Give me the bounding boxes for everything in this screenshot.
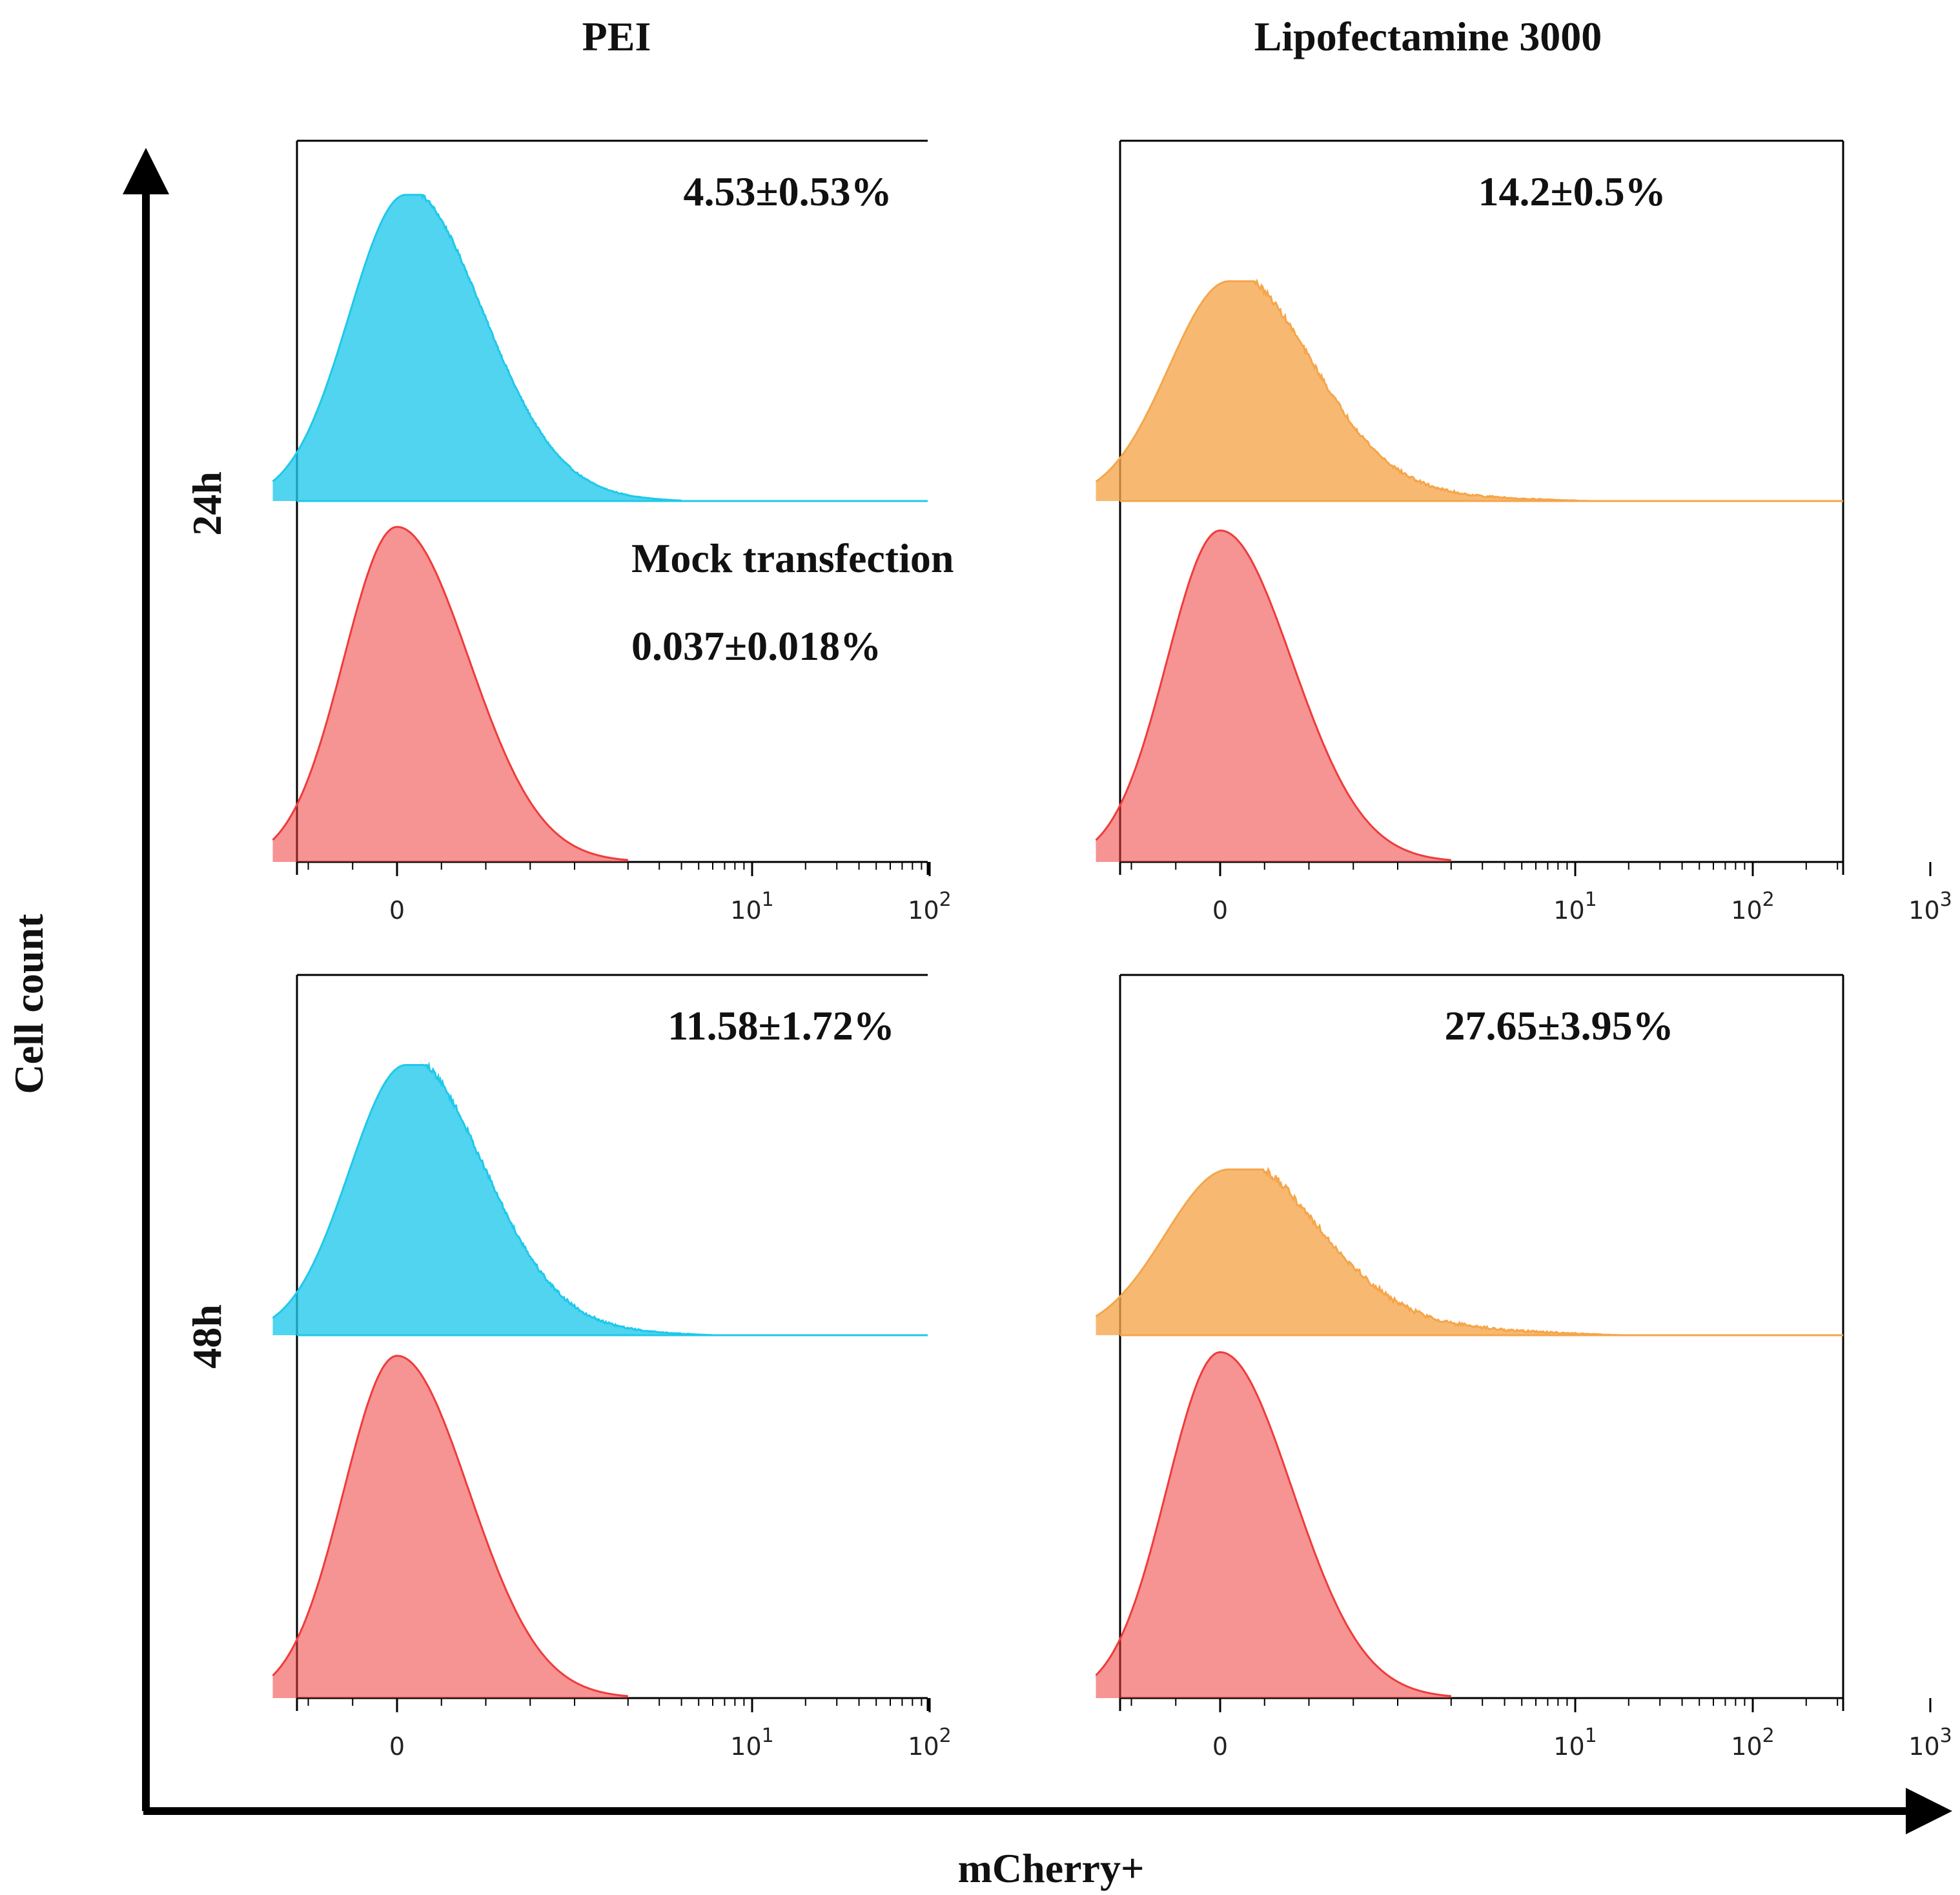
transfected-histogram-line bbox=[1095, 1167, 1621, 1337]
mock-histogram-line bbox=[1095, 1351, 1452, 1697]
mock-histogram-fill bbox=[1096, 1352, 1451, 1698]
mock-histogram-fill bbox=[1096, 530, 1451, 862]
x-tick-label: 103 bbox=[1908, 1725, 1952, 1761]
tick-exponent: 3 bbox=[1940, 1725, 1952, 1747]
transfected-histogram-line bbox=[1095, 278, 1589, 502]
x-tick-label: 0 bbox=[1212, 1732, 1228, 1761]
transfected-histogram-fill bbox=[1096, 281, 1589, 501]
x-tick-label: 101 bbox=[730, 1725, 773, 1761]
tick-base: 10 bbox=[1731, 1732, 1762, 1761]
column-title-lipofectamine: Lipofectamine 3000 bbox=[1254, 14, 1602, 59]
x-tick-label: 102 bbox=[908, 888, 951, 925]
mock-histogram-line bbox=[272, 1355, 628, 1697]
transfected-histogram-fill bbox=[272, 1065, 713, 1335]
mock-transfection-label: Mock transfection bbox=[631, 535, 954, 581]
x-tick-label: 102 bbox=[1731, 1725, 1774, 1761]
tick-base: 10 bbox=[730, 896, 761, 925]
x-tick-label: 102 bbox=[908, 1725, 951, 1761]
tick-exponent: 1 bbox=[1585, 888, 1597, 911]
mock-histogram-fill bbox=[272, 1355, 628, 1698]
x-tick-label: 101 bbox=[1553, 1725, 1597, 1761]
mock-histogram-line bbox=[272, 526, 629, 861]
percent-annotation: 27.65±3.95% bbox=[1444, 1003, 1673, 1049]
tick-exponent: 3 bbox=[1940, 888, 1952, 911]
tick-base: 10 bbox=[908, 1732, 939, 1761]
transfected-histogram-fill bbox=[1096, 1169, 1621, 1335]
column-title-pei: PEI bbox=[582, 14, 651, 59]
transfected-histogram-line bbox=[272, 1061, 713, 1337]
transfected-histogram-line bbox=[272, 194, 682, 502]
x-tick-label: 101 bbox=[730, 888, 773, 925]
tick-base: 10 bbox=[730, 1732, 761, 1761]
tick-exponent: 2 bbox=[1762, 1725, 1775, 1747]
tick-base: 10 bbox=[1553, 896, 1584, 925]
x-tick-label: 0 bbox=[1212, 896, 1228, 925]
tick-exponent: 1 bbox=[762, 1725, 774, 1747]
x-tick-label: 0 bbox=[389, 1732, 405, 1761]
percent-annotation: 11.58±1.72% bbox=[668, 1003, 895, 1049]
tick-exponent: 1 bbox=[1585, 1725, 1597, 1747]
tick-base: 10 bbox=[1731, 896, 1762, 925]
mock-transfection-value: 0.037±0.018% bbox=[631, 623, 881, 669]
x-tick-label: 0 bbox=[389, 896, 405, 925]
row-label-48h: 48h bbox=[184, 1304, 230, 1369]
percent-annotation: 14.2±0.5% bbox=[1478, 169, 1666, 214]
x-axis-label: mCherry+ bbox=[958, 1845, 1145, 1891]
tick-base: 10 bbox=[1553, 1732, 1584, 1761]
tick-base: 10 bbox=[908, 896, 939, 925]
mock-histogram-line bbox=[1095, 529, 1451, 861]
tick-exponent: 2 bbox=[1762, 888, 1775, 911]
tick-exponent: 1 bbox=[762, 888, 774, 911]
y-axis-label: Cell count bbox=[6, 914, 52, 1094]
percent-annotation: 4.53±0.53% bbox=[683, 169, 892, 214]
tick-base: 10 bbox=[1908, 896, 1939, 925]
tick-exponent: 2 bbox=[939, 888, 952, 911]
transfected-histogram-fill bbox=[272, 194, 682, 501]
row-label-24h: 24h bbox=[184, 471, 230, 536]
x-tick-label: 102 bbox=[1731, 888, 1774, 925]
x-tick-label: 101 bbox=[1553, 888, 1597, 925]
mock-histogram-fill bbox=[272, 527, 628, 862]
tick-base: 10 bbox=[1908, 1732, 1939, 1761]
tick-exponent: 2 bbox=[939, 1725, 952, 1747]
x-tick-label: 103 bbox=[1908, 888, 1952, 925]
